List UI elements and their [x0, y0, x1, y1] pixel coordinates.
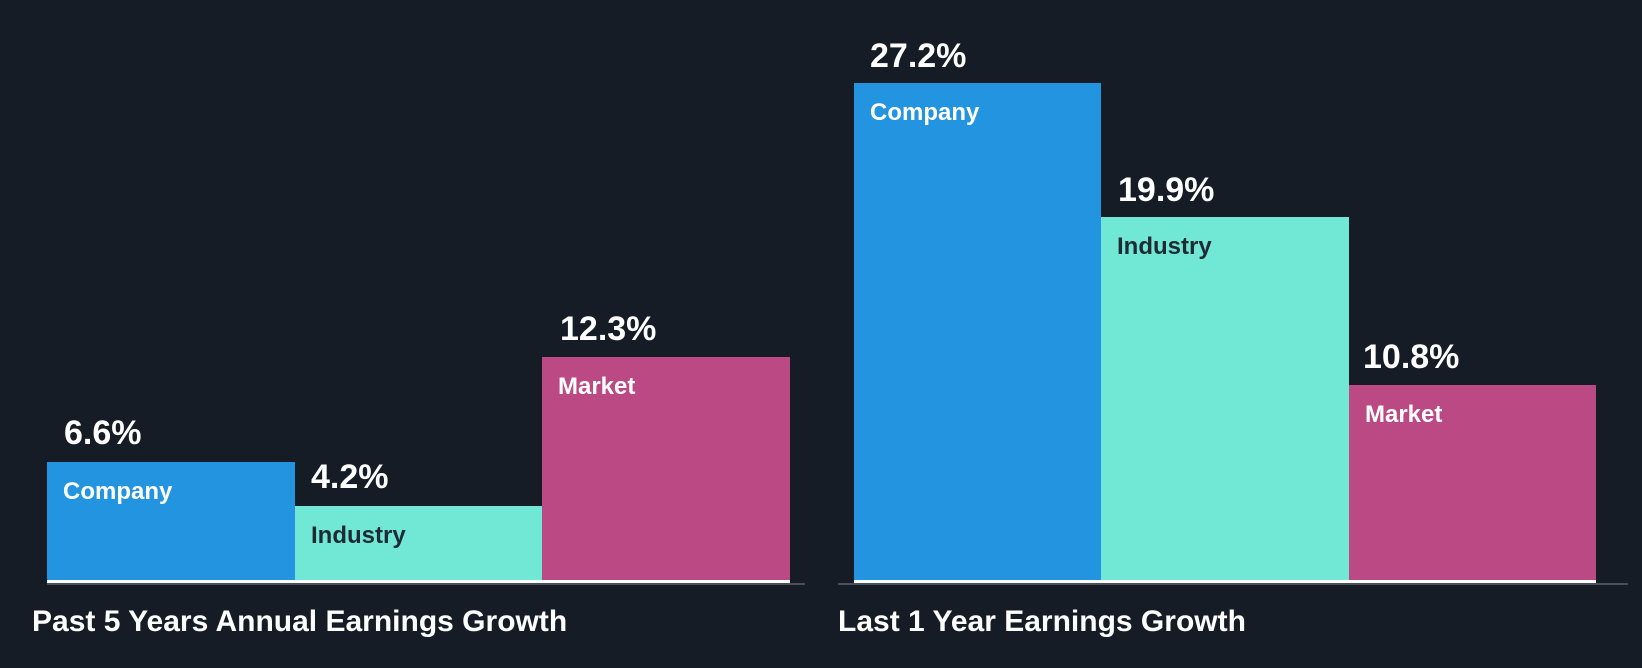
company-bar-label: Company: [63, 478, 173, 505]
bar-baseline: [542, 580, 790, 583]
company-bar-label: Company: [870, 99, 980, 126]
bar-baseline: [854, 580, 1101, 583]
company-bar: Company: [854, 83, 1101, 583]
market-bar: Market: [1349, 385, 1596, 583]
last-1-year-chart: 27.2% Company 19.9% Industry 10.8% Marke…: [821, 0, 1642, 668]
industry-value-label: 19.9%: [1118, 171, 1215, 209]
company-value-label: 27.2%: [870, 37, 967, 75]
bar-baseline: [1101, 580, 1349, 583]
market-value-label: 10.8%: [1363, 338, 1460, 376]
company-bar: Company: [47, 462, 295, 583]
bar-baseline: [47, 580, 295, 583]
industry-value-label: 4.2%: [311, 458, 389, 496]
industry-bar: Industry: [295, 506, 542, 583]
x-axis-line: [47, 583, 805, 585]
industry-bar-label: Industry: [1117, 233, 1212, 260]
bar-baseline: [1349, 580, 1596, 583]
market-bar: Market: [542, 357, 790, 583]
chart-title: Past 5 Years Annual Earnings Growth: [32, 605, 568, 638]
company-value-label: 6.6%: [64, 414, 142, 452]
market-bar-label: Market: [1365, 401, 1443, 428]
past-5-years-chart: 6.6% Company 4.2% Industry 12.3% Market …: [32, 310, 805, 638]
chart-title: Last 1 Year Earnings Growth: [838, 605, 1246, 638]
market-bar-label: Market: [558, 373, 636, 400]
industry-bar-label: Industry: [311, 522, 406, 549]
bar-baseline: [295, 580, 542, 583]
industry-bar: Industry: [1101, 217, 1349, 583]
market-value-label: 12.3%: [560, 310, 657, 348]
x-axis-line: [838, 583, 1628, 585]
